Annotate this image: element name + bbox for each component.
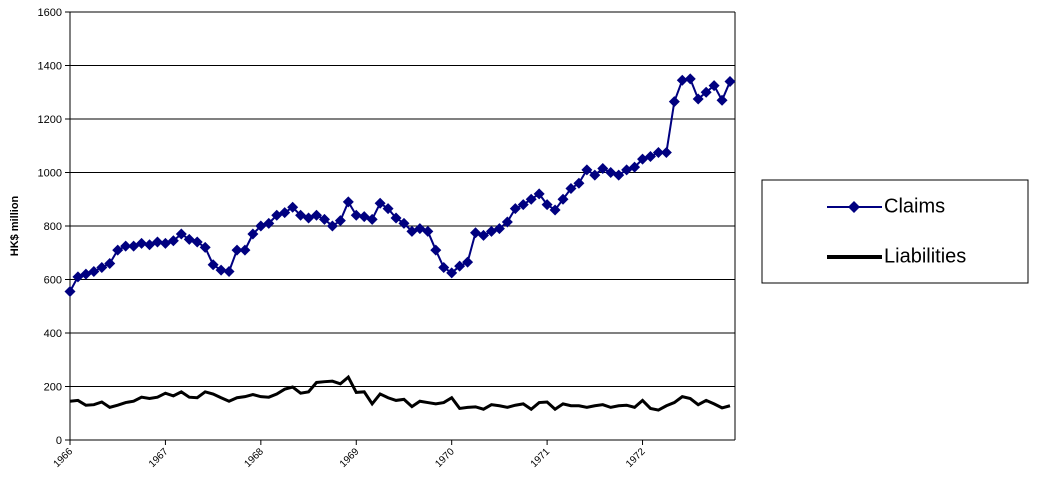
y-tick-label: 800: [44, 221, 62, 233]
data-point: [613, 169, 625, 181]
data-point: [64, 286, 76, 298]
data-point: [581, 164, 593, 176]
data-point: [151, 236, 163, 248]
data-point: [318, 213, 330, 225]
data-point: [374, 197, 386, 209]
data-point: [104, 257, 116, 269]
data-point: [96, 261, 108, 273]
data-point: [509, 203, 521, 215]
data-point: [382, 203, 394, 215]
x-tick-label: 1968: [242, 446, 266, 470]
data-point: [652, 146, 664, 158]
data-point: [676, 74, 688, 86]
data-point: [493, 223, 505, 235]
data-point: [263, 217, 275, 229]
x-tick-label: 1971: [529, 446, 553, 470]
y-tick-label: 1600: [38, 7, 62, 19]
data-point: [199, 241, 211, 253]
y-tick-label: 0: [56, 435, 62, 447]
data-point: [350, 209, 362, 221]
data-point: [287, 201, 299, 213]
data-point: [136, 237, 148, 249]
y-tick-label: 1000: [38, 168, 62, 180]
data-point: [120, 240, 132, 252]
data-point: [644, 150, 656, 162]
data-point: [231, 244, 243, 256]
data-point: [342, 196, 354, 208]
data-point: [549, 204, 561, 216]
x-tick-label: 1970: [433, 446, 457, 470]
data-point: [438, 261, 450, 273]
data-point: [525, 193, 537, 205]
data-point: [430, 244, 442, 256]
data-point: [366, 213, 378, 225]
data-point: [326, 220, 338, 232]
data-point: [589, 169, 601, 181]
series-line: [69, 77, 731, 293]
data-point: [88, 265, 100, 277]
data-point: [422, 225, 434, 237]
data-point: [279, 207, 291, 219]
legend-marker: [848, 201, 860, 213]
y-tick-label: 600: [44, 275, 62, 287]
y-tick-label: 1200: [38, 114, 62, 126]
data-point: [724, 76, 736, 88]
data-point: [223, 265, 235, 277]
data-point: [446, 267, 458, 279]
x-tick-label: 1966: [52, 446, 76, 470]
data-point: [215, 264, 227, 276]
data-point: [501, 216, 513, 228]
data-point: [239, 244, 251, 256]
series-line: [69, 374, 731, 412]
data-point: [716, 94, 728, 106]
data-point: [684, 73, 696, 85]
data-point: [247, 228, 259, 240]
data-point: [390, 212, 402, 224]
data-point: [668, 96, 680, 108]
data-point: [167, 235, 179, 247]
data-point: [311, 209, 323, 221]
y-axis-label: HK$ million: [9, 195, 21, 256]
data-point: [112, 244, 124, 256]
data-point: [533, 188, 545, 200]
data-point: [398, 217, 410, 229]
data-point: [541, 199, 553, 211]
data-point: [207, 259, 219, 271]
data-point: [565, 183, 577, 195]
data-point: [573, 177, 585, 189]
legend-label: Claims: [884, 195, 945, 217]
data-point: [477, 229, 489, 241]
x-tick-label: 1972: [624, 446, 648, 470]
data-point: [334, 215, 346, 227]
data-point: [700, 86, 712, 98]
data-point: [597, 162, 609, 174]
x-tick-label: 1967: [147, 446, 171, 470]
data-point: [454, 260, 466, 272]
y-tick-label: 1400: [38, 61, 62, 73]
x-tick-label: 1969: [338, 446, 362, 470]
legend-label: Liabilities: [884, 245, 966, 267]
data-point: [557, 193, 569, 205]
data-point: [517, 199, 529, 211]
data-point: [191, 236, 203, 248]
y-tick-label: 400: [44, 328, 62, 340]
legend-box: [761, 179, 1029, 284]
data-point: [708, 80, 720, 92]
data-point: [692, 93, 704, 105]
data-point: [629, 161, 641, 173]
data-point: [462, 256, 474, 268]
y-tick-label: 200: [44, 382, 62, 394]
data-point: [175, 228, 187, 240]
data-point: [660, 146, 672, 158]
